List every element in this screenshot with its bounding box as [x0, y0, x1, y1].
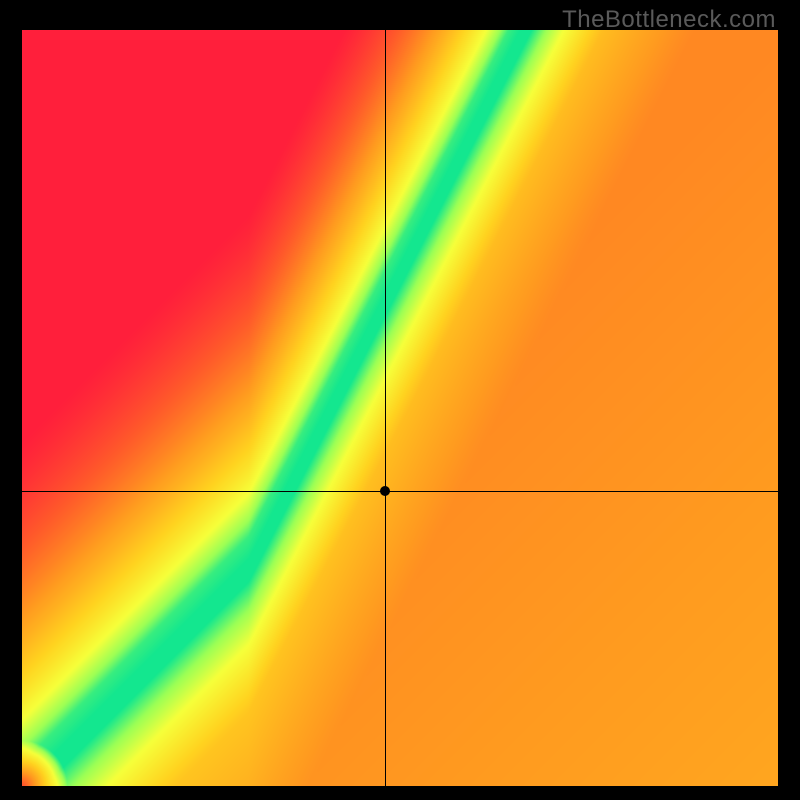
- plot-area: [22, 30, 778, 786]
- watermark-text: TheBottleneck.com: [562, 6, 776, 34]
- crosshair-vertical: [385, 30, 386, 786]
- chart-container: TheBottleneck.com: [0, 0, 800, 800]
- heatmap-canvas: [22, 30, 778, 786]
- crosshair-horizontal: [22, 491, 778, 492]
- crosshair-marker: [380, 486, 390, 496]
